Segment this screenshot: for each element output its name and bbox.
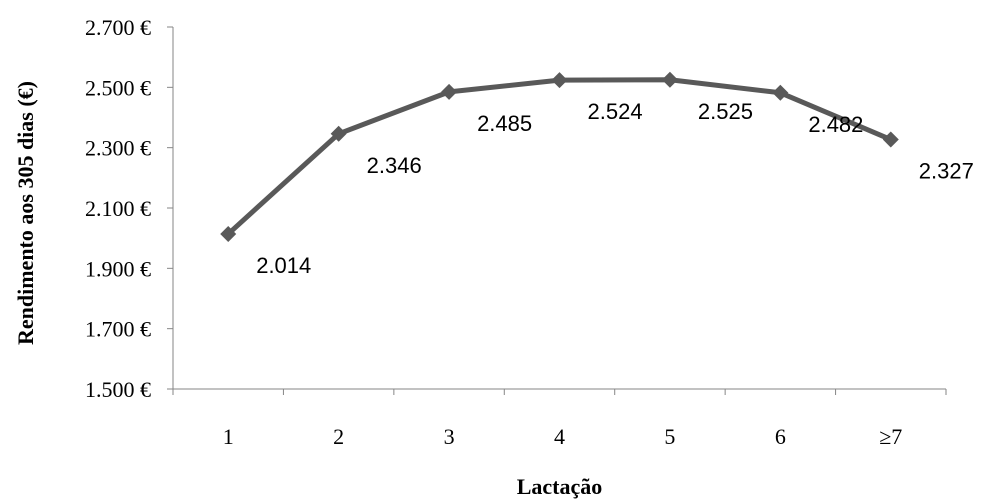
y-tick-label: 1.900 € <box>85 256 151 281</box>
y-tick-label: 2.300 € <box>85 136 151 161</box>
x-axis-title: Lactação <box>517 474 603 499</box>
diamond-icon <box>551 72 568 89</box>
data-markers <box>220 71 899 242</box>
x-tick-label: 2 <box>333 424 344 449</box>
data-labels: 2.014 2.346 2.485 2.524 2.525 2.482 2.327 <box>256 99 974 278</box>
x-tick-label: 5 <box>664 424 675 449</box>
data-label: 2.346 <box>367 153 422 178</box>
y-tick-label: 2.100 € <box>85 196 151 221</box>
y-tick-label: 1.500 € <box>85 377 151 402</box>
diamond-icon <box>220 225 237 242</box>
series-line <box>226 77 892 236</box>
x-tick-label: 1 <box>223 424 234 449</box>
data-label: 2.524 <box>588 99 643 124</box>
diamond-icon <box>330 125 347 142</box>
diamond-icon <box>441 83 458 100</box>
data-label: 2.482 <box>808 112 863 137</box>
data-label: 2.014 <box>256 253 311 278</box>
diamond-icon <box>661 71 678 88</box>
data-label: 2.327 <box>919 159 974 184</box>
x-tick-label: ≥7 <box>879 424 902 449</box>
y-tick-label: 2.500 € <box>85 75 151 100</box>
x-tick-label: 4 <box>554 424 565 449</box>
data-label: 2.525 <box>698 99 753 124</box>
data-label: 2.485 <box>477 111 532 136</box>
y-tick-label: 1.700 € <box>85 317 151 342</box>
y-tick-label: 2.700 € <box>85 15 151 40</box>
x-tick-label: 3 <box>444 424 455 449</box>
diamond-icon <box>882 131 899 148</box>
diamond-icon <box>772 84 789 101</box>
y-axis-ticks: 1.500 € 1.700 € 1.900 € 2.100 € 2.300 € 2.500… <box>85 15 173 402</box>
x-tick-label: 6 <box>775 424 786 449</box>
y-axis-title: Rendimento aos 305 dias (€) <box>13 81 38 345</box>
x-axis-ticks: 1 2 3 4 5 6 ≥7 <box>172 389 947 449</box>
